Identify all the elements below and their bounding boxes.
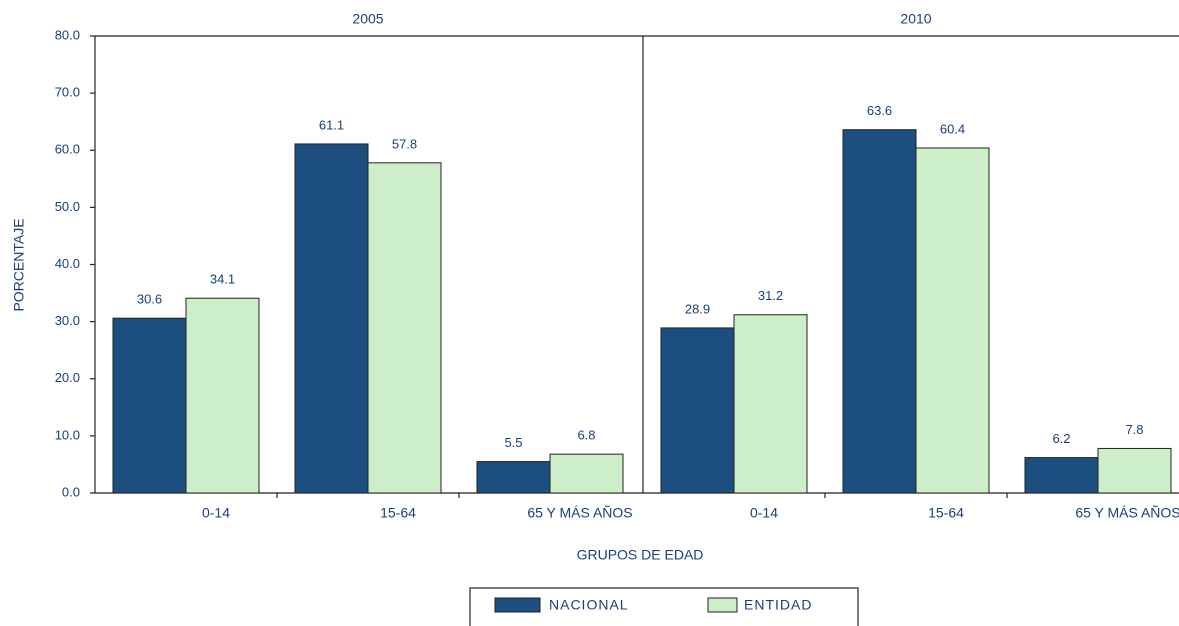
bar [842, 129, 917, 494]
bar [112, 317, 187, 494]
data-label: 5.5 [504, 435, 522, 450]
data-label: 7.8 [1125, 422, 1143, 437]
data-label: 63.6 [867, 103, 892, 118]
panel-title: 2010 [900, 11, 931, 27]
x-tick-label: 0-14 [750, 505, 778, 521]
y-tick-label: 80.0 [55, 27, 80, 42]
y-tick-label: 60.0 [55, 142, 80, 157]
data-label: 57.8 [392, 136, 417, 151]
legend-label: ENTIDAD [744, 597, 812, 613]
x-tick-label: 65 Y MÁS AÑOS [1075, 505, 1179, 521]
x-tick-label: 0-14 [202, 505, 230, 521]
data-label: 60.4 [940, 121, 965, 136]
data-label: 61.1 [319, 117, 344, 132]
x-tick-label: 65 Y MÁS AÑOS [527, 505, 632, 521]
bar [1024, 457, 1099, 494]
bar [549, 453, 624, 494]
y-tick-label: 70.0 [55, 85, 80, 100]
y-tick-label: 30.0 [55, 313, 80, 328]
data-label: 34.1 [210, 272, 235, 287]
data-label: 28.9 [685, 301, 710, 316]
data-label: 6.2 [1052, 431, 1070, 446]
x-tick-label: 15-64 [380, 505, 416, 521]
bar [476, 461, 551, 494]
y-tick-label: 20.0 [55, 370, 80, 385]
y-tick-label: 10.0 [55, 427, 80, 442]
bar [660, 327, 735, 494]
y-tick-label: 0.0 [62, 484, 80, 499]
legend-swatch [707, 597, 738, 613]
y-tick-label: 50.0 [55, 199, 80, 214]
y-axis-label: PORCENTAJE [11, 218, 27, 311]
panel-title: 2005 [352, 11, 383, 27]
legend-swatch [494, 597, 541, 613]
data-label: 6.8 [577, 428, 595, 443]
bar [294, 143, 369, 494]
bar [1097, 447, 1172, 494]
bar [915, 147, 990, 494]
bar [733, 314, 808, 494]
bar [185, 297, 260, 494]
data-label: 31.2 [758, 288, 783, 303]
data-label: 30.6 [137, 292, 162, 307]
legend-label: NACIONAL [549, 597, 629, 613]
x-axis-label: GRUPOS DE EDAD [577, 547, 704, 563]
bar [367, 162, 442, 494]
y-tick-label: 40.0 [55, 256, 80, 271]
x-tick-label: 15-64 [928, 505, 964, 521]
